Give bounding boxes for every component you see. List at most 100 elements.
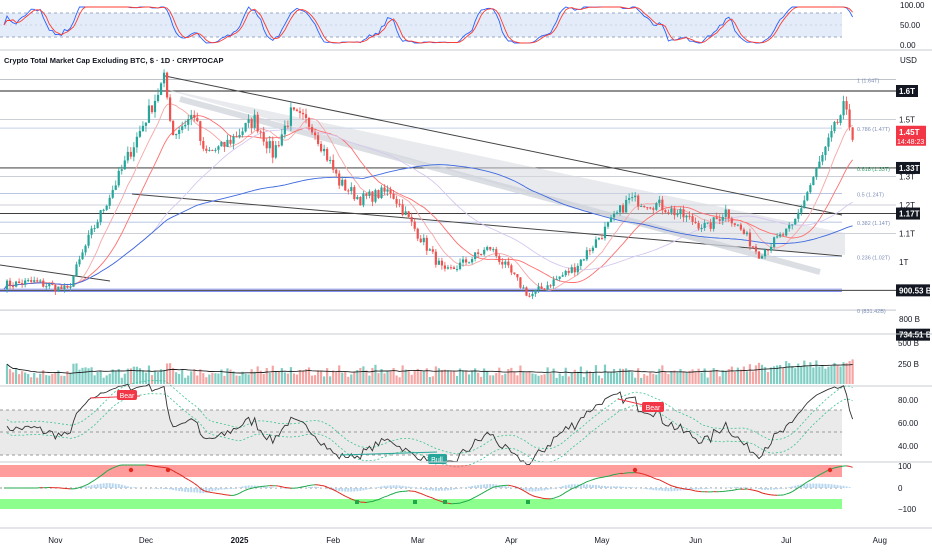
osc-hist-bar — [510, 487, 512, 488]
candle-body — [106, 206, 108, 210]
osc-hist-bar — [625, 487, 627, 488]
volume-bar — [296, 375, 298, 384]
time-label-apr: Apr — [505, 536, 518, 545]
candle-body — [33, 280, 35, 282]
time-label-jun: Jun — [689, 536, 702, 545]
volume-bar — [142, 370, 144, 384]
candle-body — [329, 160, 331, 161]
fib-label-3: 0.5 (1.24T) — [857, 193, 884, 199]
volume-bar — [106, 375, 108, 384]
volume-bar — [154, 371, 156, 384]
osc-hist-bar — [779, 488, 781, 489]
candle-body — [160, 83, 162, 95]
osc-hist-bar — [643, 488, 645, 489]
osc-hist-bar — [507, 487, 509, 488]
fib-label-4: 0.382 (1.14T) — [857, 221, 890, 227]
candle-body — [405, 211, 407, 215]
candle-body — [577, 266, 579, 272]
osc-hist-bar — [408, 487, 410, 488]
osc-hist-bar — [124, 486, 126, 488]
volume-bar — [257, 366, 259, 384]
osc-hist-bar — [242, 486, 244, 488]
candle-body — [311, 127, 313, 133]
candle-body — [266, 142, 268, 149]
currency-label[interactable]: USD — [900, 56, 917, 65]
volume-bar — [432, 376, 434, 384]
candle-body — [51, 284, 53, 285]
volume-bar — [655, 375, 657, 384]
osc-hist-bar — [827, 484, 829, 488]
candle-body — [755, 247, 757, 252]
osc-top-dot-2 — [633, 468, 637, 472]
candle-body — [450, 267, 452, 268]
volume-bar — [785, 361, 787, 384]
osc-hist-bar — [311, 487, 313, 488]
candle-body — [359, 197, 361, 205]
volume-bar — [399, 377, 401, 384]
volume-bar — [335, 372, 337, 384]
volume-bar — [302, 371, 304, 384]
volume-bar — [540, 375, 542, 384]
osc-hist-bar — [583, 484, 585, 488]
volume-bar — [477, 373, 479, 384]
volume-bar — [396, 376, 398, 384]
osc-hist-bar — [121, 485, 123, 488]
osc-hist-bar — [106, 483, 108, 488]
volume-bar — [178, 374, 180, 384]
candle-body — [57, 287, 59, 292]
volume-bar — [9, 369, 11, 384]
osc-line-seg — [838, 467, 841, 468]
candle-body — [145, 123, 147, 126]
price-badge-2: 900.53 B — [899, 286, 932, 295]
volume-bar — [69, 373, 71, 384]
candle-body — [486, 247, 488, 250]
candle-body — [263, 132, 265, 141]
stoch-tick-50: 50.00 — [900, 21, 921, 30]
osc-line-seg — [297, 487, 300, 488]
candle-body — [480, 254, 482, 255]
candle-body — [441, 261, 443, 266]
volume-bar — [24, 373, 26, 384]
candle-body — [716, 217, 718, 219]
candle-body — [241, 131, 243, 134]
volume-bar — [664, 371, 666, 384]
volume-bar — [589, 371, 591, 384]
candle-body — [347, 190, 349, 191]
candle-body — [190, 115, 192, 119]
time-label-2025: 2025 — [231, 536, 249, 545]
volume-bar — [151, 375, 153, 384]
candle-body — [782, 234, 784, 235]
osc-hist-bar — [755, 488, 757, 489]
volume-bar — [347, 377, 349, 384]
candle-body — [803, 200, 805, 208]
candle-body — [574, 267, 576, 272]
candle-body — [326, 149, 328, 161]
osc-hist-bar — [652, 488, 654, 490]
osc-line-seg — [279, 486, 282, 487]
candle-body — [377, 190, 379, 198]
volume-bar — [522, 372, 524, 384]
volume-bar — [371, 368, 373, 384]
osc-hist-bar — [604, 486, 606, 488]
volume-bar — [350, 374, 352, 384]
osc-hist-bar — [226, 488, 228, 489]
candle-body — [583, 259, 585, 260]
osc-hist-bar — [178, 488, 180, 491]
osc-hist-bar — [731, 487, 733, 488]
candle-body — [698, 223, 700, 228]
candle-body — [547, 285, 549, 289]
candle-body — [238, 135, 240, 137]
volume-bar — [411, 375, 413, 384]
candle-body — [688, 216, 690, 217]
volume-bar — [661, 365, 663, 384]
osc-hist-bar — [272, 487, 274, 488]
volume-bar — [423, 371, 425, 384]
candle-body — [559, 277, 561, 279]
osc-hist-bar — [441, 488, 443, 491]
candle-body — [184, 125, 186, 126]
candle-body — [202, 141, 204, 149]
volume-bar — [839, 367, 841, 384]
osc-hist-bar — [423, 488, 425, 490]
volume-bar — [679, 369, 681, 384]
time-label-may: May — [594, 536, 609, 545]
